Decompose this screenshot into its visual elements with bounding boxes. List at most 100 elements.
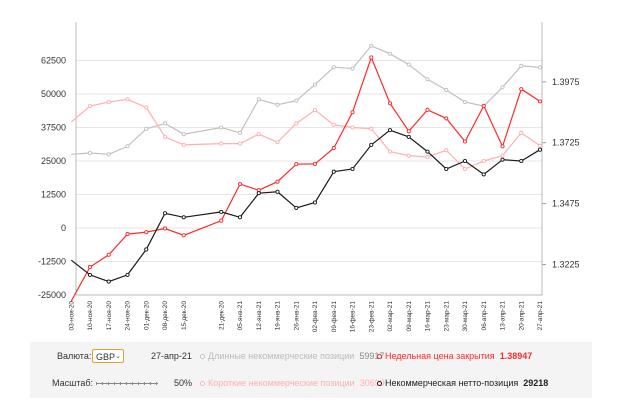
series-point-1: [481, 158, 486, 164]
legend-net-value: 29218: [523, 378, 549, 388]
x-tick-label: 02-фев-21: [312, 301, 319, 333]
series-point-2: [331, 146, 336, 151]
series-point-3: [294, 205, 299, 210]
series-point-2: [462, 139, 468, 144]
legend-short[interactable]: Короткие некоммерческие позиции 30699: [200, 378, 385, 388]
series-point-2: [106, 252, 111, 257]
series-point-2: [219, 218, 224, 223]
legend-net-marker-icon: [377, 381, 382, 386]
series-point-2: [294, 162, 299, 167]
series-point-2: [444, 116, 449, 121]
x-tick-label: 03-ноя-20: [68, 301, 75, 331]
x-axis-ticks: 03-ноя-20 10-ноя-20 17-ноя-20 24-ноя-20 01-д…: [68, 301, 544, 333]
x-tick-label: 30-мар-21: [462, 301, 469, 332]
y-left-tick-label: 50000: [41, 89, 66, 99]
x-tick-label: 06-апр-21: [481, 301, 488, 331]
series-point-2: [350, 110, 355, 115]
series-point-2: [387, 101, 393, 106]
series-point-1: [444, 148, 449, 153]
x-tick-label: 17-ноя-20: [106, 301, 113, 331]
series-point-2: [537, 99, 543, 104]
slider-tick: [144, 382, 145, 385]
series-point-1: [125, 97, 130, 102]
series-point-2: [519, 87, 524, 92]
slider-tick: [114, 382, 115, 385]
x-tick-label: 19-янв-21: [275, 301, 282, 331]
series-point-1: [500, 153, 505, 158]
series-point-3: [406, 134, 411, 139]
currency-select[interactable]: GBP ⌄: [92, 349, 124, 363]
y-right-tick-label: 1.3975: [552, 77, 580, 87]
slider-tick: [156, 382, 157, 385]
legend-close-value: 1.38947: [499, 351, 533, 361]
legend-net[interactable]: Некоммерческая нетто-позиция 29218: [377, 378, 548, 388]
series-point-2: [481, 103, 486, 108]
series-point-1: [425, 154, 430, 160]
series-point-1: [462, 166, 468, 172]
report-date: 27-апр-21: [151, 351, 192, 361]
x-tick-label: 26-янв-21: [293, 301, 300, 331]
series-point-1: [106, 99, 111, 105]
series-point-2: [275, 179, 280, 184]
x-tick-label: 24-ноя-20: [125, 301, 132, 331]
series-point-2: [406, 129, 411, 134]
grid: [76, 60, 542, 296]
x-tick-label: 12-янв-21: [256, 301, 263, 331]
series-point-1: [312, 108, 318, 113]
series-point-1: [144, 105, 149, 110]
x-tick-label: 23-фев-21: [368, 301, 375, 333]
series-line-3: [70, 129, 541, 283]
series-point-1: [331, 122, 336, 127]
legend-close-marker-icon: [377, 354, 382, 359]
series-point-1: [369, 126, 374, 131]
series-point-1: [537, 143, 543, 148]
slider-tick: [108, 382, 109, 385]
y-left-tick-label: 25000: [41, 156, 66, 166]
series-point-3: [87, 272, 93, 277]
y-left-tick-label: -12500: [38, 257, 66, 267]
series-point-3: [144, 247, 149, 252]
scale-label: Масштаб:: [52, 378, 94, 388]
series-point-3: [331, 169, 336, 174]
x-tick-label: 10-ноя-20: [87, 301, 94, 331]
legend-short-value: 30699: [359, 378, 385, 388]
series-point-1: [406, 153, 411, 158]
series-point-0: [219, 125, 224, 130]
y-left-tick-label: 0: [61, 223, 66, 233]
slider-tick: [132, 382, 133, 385]
x-tick-label: 27-апр-21: [537, 301, 544, 331]
series-point-0: [294, 98, 299, 103]
legend-short-marker-icon: [200, 381, 205, 386]
x-tick-label: 23-мар-21: [443, 301, 450, 332]
series-point-2: [500, 144, 505, 149]
series-point-3: [350, 166, 355, 172]
slider-tick: [126, 382, 127, 385]
series-point-3: [369, 142, 374, 147]
series-point-0: [350, 66, 355, 71]
legend-close[interactable]: Недельная цена закрытия 1.38947: [377, 351, 532, 361]
scale-slider[interactable]: [96, 379, 158, 387]
x-tick-label: 16-мар-21: [425, 301, 432, 332]
series-point-0: [387, 51, 393, 56]
x-tick-label: 09-фев-21: [331, 301, 338, 333]
series-point-3: [125, 272, 130, 277]
series-point-2: [181, 233, 186, 238]
x-tick-label: 08-дек-20: [162, 301, 169, 330]
series-point-1: [256, 132, 261, 137]
series-point-1: [275, 140, 280, 145]
legend-long-value: 59917: [359, 351, 385, 361]
slider-tick: [138, 382, 139, 385]
series-point-1: [87, 104, 93, 109]
currency-value: GBP: [96, 352, 116, 362]
series-point-3: [256, 191, 261, 196]
controls-panel: Валюта: GBP ⌄ 27-апр-21 Длинные некоммер…: [30, 342, 592, 398]
x-tick-label: 15-дек-20: [181, 301, 188, 330]
series-point-3: [387, 128, 393, 133]
legend-long[interactable]: Длинные некоммерческие позиции 59917: [200, 351, 384, 361]
series-point-0: [275, 102, 280, 107]
y-left-tick-label: 37500: [41, 123, 66, 133]
series-point-2: [369, 55, 374, 60]
series-point-0: [162, 121, 168, 126]
series-point-0: [369, 43, 374, 48]
series-point-1: [219, 141, 224, 146]
